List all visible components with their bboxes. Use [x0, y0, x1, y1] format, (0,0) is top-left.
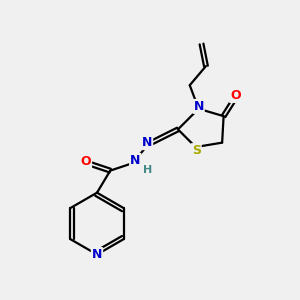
Text: N: N: [142, 136, 152, 149]
Text: O: O: [230, 89, 241, 102]
Text: N: N: [194, 100, 204, 113]
Text: N: N: [92, 248, 102, 261]
Text: H: H: [143, 165, 152, 175]
Text: N: N: [130, 154, 140, 167]
Text: S: S: [192, 144, 201, 157]
Text: O: O: [80, 155, 91, 168]
